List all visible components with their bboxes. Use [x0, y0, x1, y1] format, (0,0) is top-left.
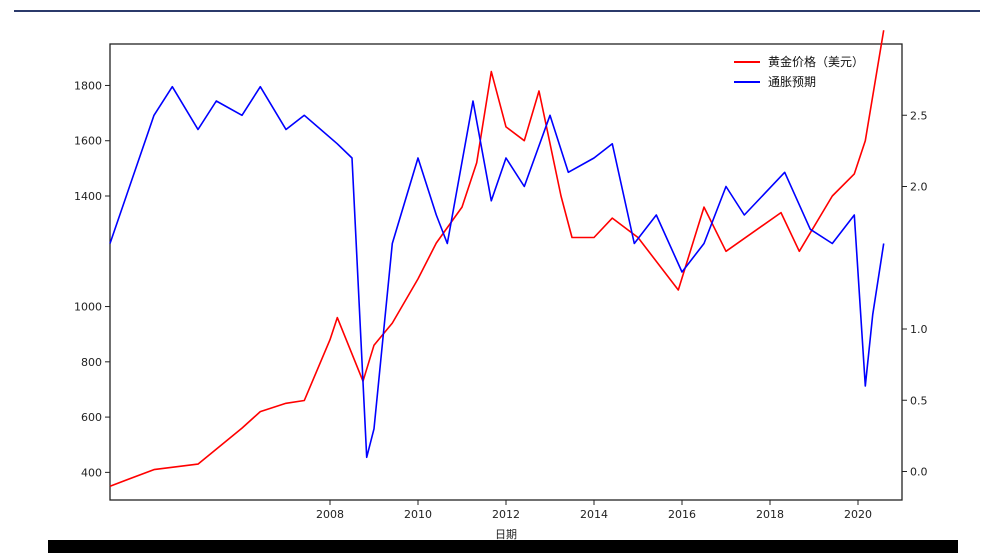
right-tick-label: 0.0	[910, 466, 928, 479]
legend-label-1: 通胀预期	[768, 75, 816, 89]
x-axis-label: 日期	[495, 528, 517, 541]
x-tick-label: 2012	[492, 508, 520, 521]
bottom-bar	[48, 540, 958, 553]
right-tick-label: 2.0	[910, 181, 928, 194]
right-tick-label: 1.0	[910, 323, 928, 336]
left-tick-label: 600	[81, 411, 102, 424]
left-tick-label: 1000	[74, 301, 102, 314]
top-rule	[14, 10, 980, 12]
right-tick-label: 0.5	[910, 394, 928, 407]
series-line-1	[109, 85, 885, 459]
legend-label-0: 黄金价格（美元）	[768, 54, 864, 69]
series-line-0	[109, 30, 885, 487]
left-tick-label: 800	[81, 356, 102, 369]
x-tick-label: 2014	[580, 508, 608, 521]
x-tick-label: 2010	[404, 508, 432, 521]
x-tick-label: 2016	[668, 508, 696, 521]
left-tick-label: 1800	[74, 79, 102, 92]
x-tick-label: 2008	[316, 508, 344, 521]
left-tick-label: 1600	[74, 135, 102, 148]
x-tick-label: 2020	[844, 508, 872, 521]
left-tick-label: 1400	[74, 190, 102, 203]
plot-frame	[109, 43, 903, 501]
right-tick-label: 2.5	[910, 109, 928, 122]
x-tick-label: 2018	[756, 508, 784, 521]
left-tick-label: 400	[81, 466, 102, 479]
